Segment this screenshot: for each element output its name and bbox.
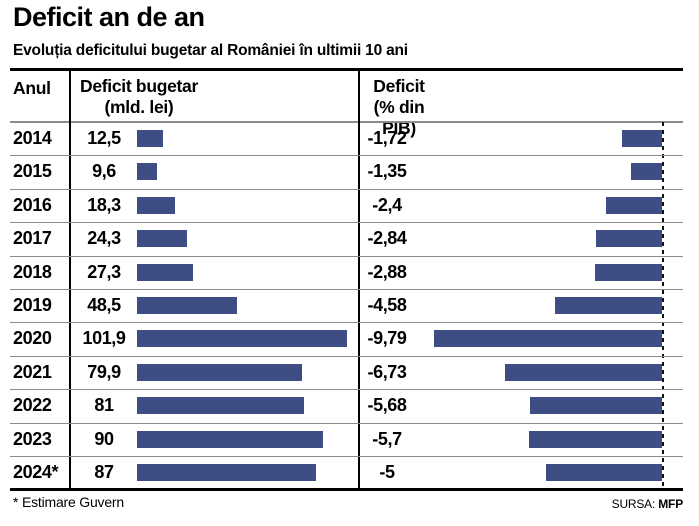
table-row: 2020 101,9 -9,79 — [10, 322, 683, 357]
deficit-lei-bar — [137, 330, 347, 348]
deficit-lei-value: 24,3 — [87, 228, 121, 249]
deficit-lei-bar — [137, 430, 323, 448]
deficit-pib-value: -5,68 — [367, 395, 407, 416]
source-label: SURSA: — [611, 497, 656, 511]
deficit-lei-value: 27,3 — [87, 261, 121, 282]
header-separator — [10, 121, 683, 123]
deficit-pib-value: -2,88 — [367, 261, 407, 282]
deficit-pib-value: -2,4 — [372, 194, 402, 215]
column-header-deficit-lei-line2: (mld. lei) — [104, 97, 174, 117]
table-row: 2016 18,3 -2,4 — [10, 189, 683, 224]
deficit-pib-bar — [545, 464, 662, 481]
deficit-lei-bar — [137, 263, 194, 281]
source-value: MFP — [658, 497, 683, 511]
deficit-pib-bar — [555, 297, 662, 314]
deficit-lei-value: 101,9 — [82, 328, 126, 349]
page-subtitle: Evoluția deficitului bugetar al României… — [13, 42, 408, 59]
deficit-lei-value: 87 — [94, 462, 114, 482]
table-row: 2024* 87 -5 — [10, 456, 683, 489]
deficit-pib-bar — [594, 263, 662, 281]
zero-axis-dashed-line — [662, 122, 664, 488]
deficit-pib-value: -6,73 — [367, 361, 407, 382]
deficit-pib-value: -4,58 — [367, 295, 407, 315]
column-header-deficit-lei-line1: Deficit bugetar — [79, 76, 199, 96]
deficit-pib-value: -1,72 — [367, 128, 407, 148]
table-row: 2023 90 -5,7 — [10, 423, 683, 457]
deficit-pib-value: -9,79 — [367, 328, 407, 349]
year-label: 2017 — [13, 228, 52, 249]
year-label: 2014 — [13, 128, 52, 148]
year-label: 2021 — [13, 361, 52, 382]
year-label: 2020 — [13, 328, 52, 349]
deficit-lei-bar — [137, 163, 157, 181]
deficit-lei-value: 79,9 — [87, 361, 121, 382]
deficit-pib-bar — [505, 363, 662, 381]
table-row: 2021 79,9 -6,73 — [10, 356, 683, 391]
year-column-divider — [69, 70, 71, 488]
column-header-deficit-pib-line2: (% din PIB) — [373, 97, 425, 138]
year-label: 2024* — [13, 462, 59, 482]
year-label: 2018 — [13, 261, 52, 282]
deficit-pib-bar — [529, 430, 662, 448]
table-bottom-rule — [10, 488, 683, 491]
deficit-pib-bar — [606, 196, 662, 214]
table-row: 2022 81 -5,68 — [10, 389, 683, 424]
year-label: 2022 — [13, 395, 52, 416]
deficit-pib-bar — [529, 397, 662, 415]
year-label: 2023 — [13, 428, 52, 449]
table-row: 2019 48,5 -4,58 — [10, 289, 683, 324]
year-label: 2016 — [13, 194, 52, 215]
deficit-lei-value: 18,3 — [87, 194, 121, 215]
column-header-deficit-lei: Deficit bugetar (mld. lei) — [78, 76, 200, 118]
footnote: * Estimare Guvern — [13, 494, 124, 510]
deficit-lei-bar — [137, 230, 188, 248]
column-header-deficit-pib: Deficit (% din PIB) — [356, 76, 442, 139]
deficit-pib-value: -2,84 — [367, 228, 407, 249]
year-label: 2015 — [13, 161, 52, 182]
table-row: 2015 9,6 -1,35 — [10, 155, 683, 190]
deficit-lei-value: 90 — [94, 428, 114, 449]
table-top-rule — [10, 68, 683, 71]
source: SURSA: MFP — [611, 497, 684, 511]
center-column-divider — [358, 70, 360, 488]
deficit-pib-bar — [630, 163, 662, 181]
page-title: Deficit an de an — [13, 2, 205, 32]
deficit-lei-value: 12,5 — [87, 128, 121, 148]
column-header-year: Anul — [13, 78, 51, 98]
deficit-pib-value: -1,35 — [367, 161, 407, 182]
deficit-lei-bar — [137, 130, 163, 147]
deficit-lei-bar — [137, 363, 302, 381]
table-row: 2018 27,3 -2,88 — [10, 256, 683, 290]
deficit-lei-bar — [137, 397, 304, 415]
table-row: 2017 24,3 -2,84 — [10, 222, 683, 257]
deficit-lei-value: 48,5 — [87, 295, 121, 315]
column-header-deficit-pib-line1: Deficit — [373, 76, 425, 96]
deficit-lei-value: 9,6 — [92, 161, 116, 182]
deficit-pib-bar — [434, 330, 662, 348]
deficit-pib-bar — [621, 130, 662, 147]
deficit-lei-bar — [137, 464, 317, 481]
deficit-pib-bar — [595, 230, 662, 248]
deficit-pib-value: -5 — [379, 462, 395, 482]
deficit-lei-bar — [137, 297, 237, 314]
deficit-lei-bar — [137, 196, 175, 214]
deficit-lei-value: 81 — [94, 395, 114, 416]
deficit-pib-value: -5,7 — [372, 428, 402, 449]
table-row: 2014 12,5 -1,72 — [10, 122, 683, 157]
year-label: 2019 — [13, 295, 52, 315]
